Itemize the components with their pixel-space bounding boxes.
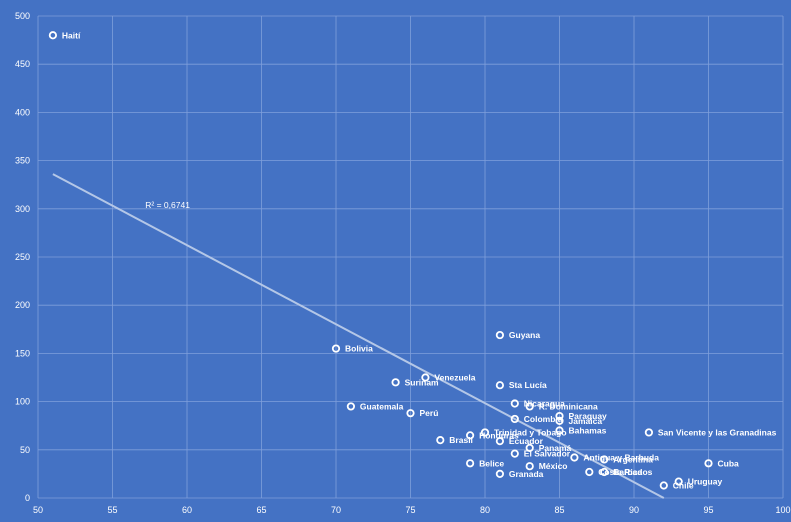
data-label: Barbados <box>613 467 652 477</box>
x-tick-label: 60 <box>182 505 192 515</box>
x-tick-label: 75 <box>405 505 415 515</box>
y-tick-label: 400 <box>15 107 30 117</box>
data-label: Granada <box>509 469 544 479</box>
data-label: Colombia <box>524 414 563 424</box>
r-squared-label: R² = 0,6741 <box>145 200 190 210</box>
data-label: Bahamas <box>569 426 607 436</box>
x-tick-label: 85 <box>554 505 564 515</box>
data-label: Chile <box>673 480 694 490</box>
y-tick-label: 500 <box>15 11 30 21</box>
x-tick-label: 50 <box>33 505 43 515</box>
data-label: Perú <box>420 408 439 418</box>
y-tick-label: 50 <box>20 445 30 455</box>
y-tick-label: 150 <box>15 348 30 358</box>
data-label: Guyana <box>509 330 540 340</box>
x-tick-label: 95 <box>703 505 713 515</box>
data-label: Cuba <box>718 458 740 468</box>
y-tick-label: 100 <box>15 397 30 407</box>
x-tick-label: 80 <box>480 505 490 515</box>
y-tick-label: 350 <box>15 156 30 166</box>
x-tick-label: 55 <box>107 505 117 515</box>
y-tick-label: 250 <box>15 252 30 262</box>
data-label: Sta Lucía <box>509 380 547 390</box>
x-tick-label: 90 <box>629 505 639 515</box>
data-label: Surinam <box>405 377 439 387</box>
data-label: San Vicente y las Granadinas <box>658 427 777 437</box>
x-tick-label: 65 <box>256 505 266 515</box>
data-label: Bolivia <box>345 344 373 354</box>
data-label: Guatemala <box>360 401 404 411</box>
data-label: Jamaica <box>569 416 603 426</box>
x-tick-label: 100 <box>775 505 790 515</box>
y-tick-label: 0 <box>25 493 30 503</box>
y-tick-label: 300 <box>15 204 30 214</box>
y-tick-label: 450 <box>15 59 30 69</box>
data-label: Argentina <box>613 454 653 464</box>
data-label: Venezuela <box>434 373 475 383</box>
data-label: Brasil <box>449 435 473 445</box>
data-label: El Salvador <box>524 449 571 459</box>
data-label: Haití <box>62 30 81 40</box>
x-tick-label: 70 <box>331 505 341 515</box>
y-tick-label: 200 <box>15 300 30 310</box>
data-label: Belice <box>479 458 504 468</box>
data-label: R. Dominicana <box>539 401 598 411</box>
